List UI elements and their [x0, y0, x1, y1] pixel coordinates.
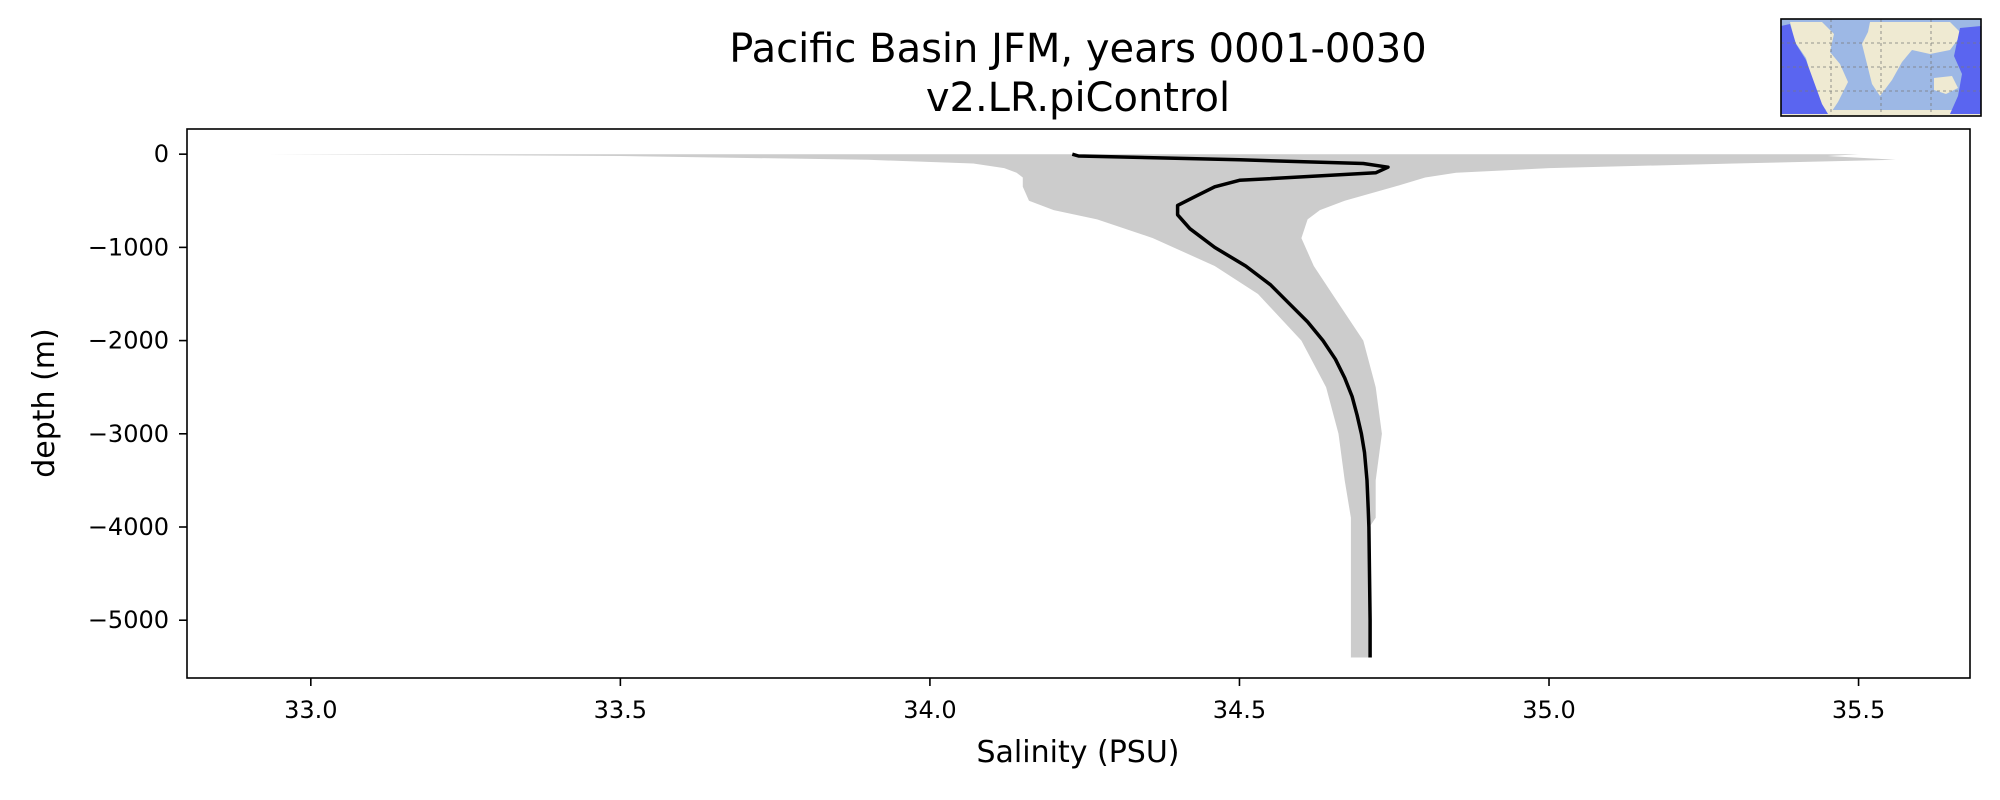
map-inset [1780, 18, 1982, 117]
y-axis-ticks: 0 −1000 −2000 −3000 −4000 −5000 [88, 140, 187, 634]
plot-area [186, 128, 1971, 679]
x-tick-label: 33.0 [284, 696, 337, 724]
y-tick-label: −2000 [88, 327, 169, 355]
plot-frame [186, 128, 1971, 679]
x-tick-label: 35.5 [1832, 696, 1885, 724]
chart-subtitle: v2.LR.piControl [926, 75, 1230, 121]
x-tick-label: 35.0 [1522, 696, 1575, 724]
y-tick-label: −1000 [88, 233, 169, 261]
inset-land-americas [1790, 22, 1848, 114]
inset-pacific-basin-west [1781, 24, 1828, 114]
salinity-range-band [267, 154, 1896, 658]
inset-pacific-basin-east [1950, 26, 1981, 114]
inset-land-afro-eurasia [1862, 22, 1962, 96]
y-tick-label: 0 [154, 140, 169, 168]
y-axis-label: depth (m) [27, 328, 62, 478]
x-axis-ticks: 33.0 33.5 34.0 34.5 35.0 35.5 [284, 678, 1885, 724]
x-axis-label: Salinity (PSU) [977, 735, 1180, 770]
chart-title: Pacific Basin JFM, years 0001-0030 [729, 26, 1426, 72]
inset-land-australia [1934, 76, 1958, 94]
x-tick-label: 34.0 [903, 696, 956, 724]
y-tick-label: −5000 [88, 606, 169, 634]
salinity-mean-line [1071, 152, 1390, 658]
x-tick-label: 34.5 [1213, 696, 1266, 724]
inset-frame [1780, 18, 1982, 117]
y-tick-label: −4000 [88, 513, 169, 541]
y-tick-label: −3000 [88, 420, 169, 448]
x-tick-label: 33.5 [594, 696, 647, 724]
